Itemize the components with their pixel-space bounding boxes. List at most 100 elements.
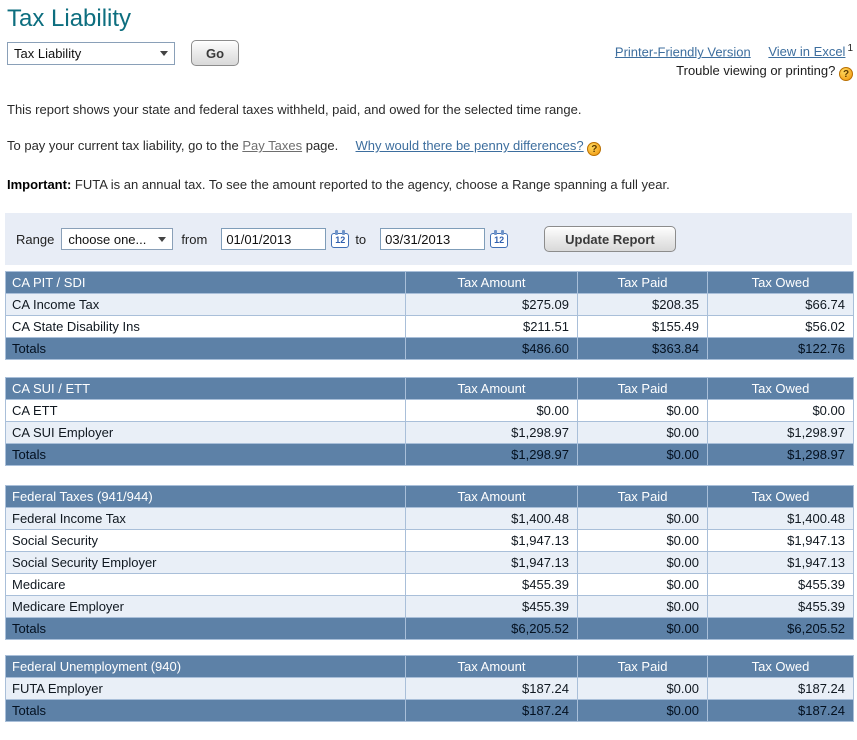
tax-owed-cell: $455.39 <box>707 595 854 618</box>
table-row: Social Security $1,947.13 $0.00 $1,947.1… <box>5 529 854 552</box>
table-row: CA ETT $0.00 $0.00 $0.00 <box>5 399 854 422</box>
totals-paid-cell: $0.00 <box>577 443 708 466</box>
calendar-icon[interactable]: 12 <box>490 230 509 248</box>
tax-table-federal-941-944: Federal Taxes (941/944) Tax Amount Tax P… <box>5 485 854 640</box>
tax-owed-cell: $66.74 <box>707 293 854 316</box>
tax-amount-cell: $455.39 <box>405 573 578 596</box>
help-icon[interactable]: ? <box>587 142 602 156</box>
totals-row: Totals $187.24 $0.00 $187.24 <box>5 699 854 722</box>
tax-owed-cell: $1,298.97 <box>707 421 854 444</box>
table-title: Federal Unemployment (940) <box>5 655 406 678</box>
chevron-down-icon <box>158 236 167 242</box>
tax-amount-cell: $1,298.97 <box>405 421 578 444</box>
tax-amount-cell: $0.00 <box>405 399 578 422</box>
totals-amount-cell: $486.60 <box>405 337 578 360</box>
pay-taxes-line: To pay your current tax liability, go to… <box>7 138 857 156</box>
go-button[interactable]: Go <box>191 40 240 66</box>
report-type-select[interactable]: Tax Liability <box>7 41 175 65</box>
row-label: FUTA Employer <box>5 677 406 700</box>
row-label: Medicare <box>5 573 406 596</box>
totals-label: Totals <box>5 337 406 360</box>
range-select[interactable]: choose one... <box>61 228 174 250</box>
range-label: Range <box>16 231 55 247</box>
calendar-icon[interactable]: 12 <box>331 230 350 248</box>
totals-amount-cell: $1,298.97 <box>405 443 578 466</box>
tax-amount-cell: $1,947.13 <box>405 551 578 574</box>
help-icon[interactable]: ? <box>839 67 853 82</box>
row-label: CA State Disability Ins <box>5 315 406 338</box>
tax-amount-cell: $455.39 <box>405 595 578 618</box>
report-description: This report shows your state and federal… <box>7 102 582 117</box>
tax-amount-cell: $211.51 <box>405 315 578 338</box>
column-header-tax-amount: Tax Amount <box>405 655 578 678</box>
range-bar: Range choose one... from 12 to 12 Update… <box>5 213 852 265</box>
column-header-tax-amount: Tax Amount <box>405 271 578 294</box>
totals-paid-cell: $0.00 <box>577 617 708 640</box>
table-title: Federal Taxes (941/944) <box>5 485 406 508</box>
column-header-tax-amount: Tax Amount <box>405 485 578 508</box>
chevron-down-icon <box>160 50 168 56</box>
column-header-tax-owed: Tax Owed <box>707 377 854 400</box>
to-date-input[interactable] <box>380 228 486 250</box>
to-label: to <box>355 231 367 247</box>
column-header-tax-paid: Tax Paid <box>577 655 708 678</box>
printer-friendly-link[interactable]: Printer-Friendly Version <box>614 44 751 60</box>
column-header-tax-paid: Tax Paid <box>577 271 708 294</box>
row-label: Social Security Employer <box>5 551 406 574</box>
top-links: Printer-Friendly Version View in Excel 1 … <box>614 40 853 82</box>
column-header-tax-paid: Tax Paid <box>577 485 708 508</box>
report-toolbar: Tax Liability Go <box>7 40 857 66</box>
tax-amount-cell: $1,947.13 <box>405 529 578 552</box>
totals-owed-cell: $122.76 <box>707 337 854 360</box>
update-report-button[interactable]: Update Report <box>544 226 676 252</box>
column-header-tax-amount: Tax Amount <box>405 377 578 400</box>
view-in-excel-link[interactable]: View in Excel <box>768 44 846 60</box>
totals-owed-cell: $1,298.97 <box>707 443 854 466</box>
table-header-row: CA PIT / SDI Tax Amount Tax Paid Tax Owe… <box>5 271 854 294</box>
totals-label: Totals <box>5 699 406 722</box>
tax-owed-cell: $56.02 <box>707 315 854 338</box>
table-row: CA SUI Employer $1,298.97 $0.00 $1,298.9… <box>5 421 854 444</box>
row-label: Federal Income Tax <box>5 507 406 530</box>
totals-owed-cell: $6,205.52 <box>707 617 854 640</box>
tax-amount-cell: $187.24 <box>405 677 578 700</box>
table-row: Medicare $455.39 $0.00 $455.39 <box>5 573 854 596</box>
tax-paid-cell: $0.00 <box>577 529 708 552</box>
trouble-line: Trouble viewing or printing? ? <box>615 62 853 82</box>
column-header-tax-owed: Tax Owed <box>707 655 854 678</box>
totals-paid-cell: $363.84 <box>577 337 708 360</box>
table-header-row: Federal Taxes (941/944) Tax Amount Tax P… <box>5 485 854 508</box>
row-label: CA ETT <box>5 399 406 422</box>
tax-owed-cell: $0.00 <box>707 399 854 422</box>
from-date-input[interactable] <box>221 228 327 250</box>
tax-amount-cell: $275.09 <box>405 293 578 316</box>
important-text: FUTA is an annual tax. To see the amount… <box>74 177 670 192</box>
tax-owed-cell: $1,947.13 <box>707 529 854 552</box>
table-title: CA SUI / ETT <box>5 377 406 400</box>
pay-taxes-prefix: To pay your current tax liability, go to… <box>7 138 239 153</box>
table-row: CA State Disability Ins $211.51 $155.49 … <box>5 315 854 338</box>
tax-owed-cell: $455.39 <box>707 573 854 596</box>
tax-table-federal-940: Federal Unemployment (940) Tax Amount Ta… <box>5 655 854 722</box>
table-row: Federal Income Tax $1,400.48 $0.00 $1,40… <box>5 507 854 530</box>
tax-owed-cell: $1,947.13 <box>707 551 854 574</box>
row-label: CA Income Tax <box>5 293 406 316</box>
penny-differences-link[interactable]: Why would there be penny differences? <box>355 138 584 153</box>
intro-section: This report shows your state and federal… <box>7 102 857 192</box>
column-header-tax-owed: Tax Owed <box>707 271 854 294</box>
totals-amount-cell: $6,205.52 <box>405 617 578 640</box>
pay-taxes-link[interactable]: Pay Taxes <box>242 138 303 153</box>
table-header-row: Federal Unemployment (940) Tax Amount Ta… <box>5 655 854 678</box>
important-label: Important: <box>7 177 72 192</box>
table-row: Medicare Employer $455.39 $0.00 $455.39 <box>5 595 854 618</box>
tax-paid-cell: $0.00 <box>577 421 708 444</box>
column-header-tax-owed: Tax Owed <box>707 485 854 508</box>
tax-paid-cell: $0.00 <box>577 551 708 574</box>
totals-row: Totals $486.60 $363.84 $122.76 <box>5 337 854 360</box>
range-select-value: choose one... <box>68 231 147 247</box>
row-label: Medicare Employer <box>5 595 406 618</box>
report-type-select-value: Tax Liability <box>14 45 82 61</box>
table-row: Social Security Employer $1,947.13 $0.00… <box>5 551 854 574</box>
pay-taxes-suffix: page. <box>305 138 339 153</box>
tax-paid-cell: $0.00 <box>577 595 708 618</box>
